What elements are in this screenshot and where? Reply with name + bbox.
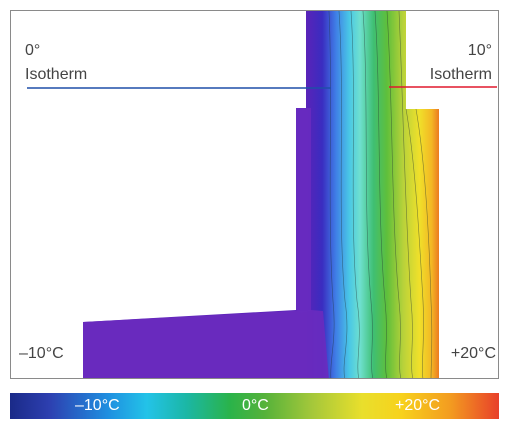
left-isotherm-degree: 0° bbox=[25, 42, 41, 59]
scale-label-minus-10: –10°C bbox=[75, 397, 120, 414]
inside-temperature-label: +20°C bbox=[450, 345, 496, 362]
frame-profile bbox=[296, 108, 311, 313]
scale-label-plus-20: +20°C bbox=[395, 397, 441, 414]
window-frame-section bbox=[83, 11, 439, 378]
outside-temperature-label: –10°C bbox=[19, 345, 64, 362]
left-isotherm-label: Isotherm bbox=[25, 66, 88, 83]
scale-label-0: 0°C bbox=[242, 397, 269, 414]
thermal-diagram: 0° Isotherm 10° Isotherm –10°C +20°C bbox=[10, 10, 499, 379]
sill-profile bbox=[83, 310, 329, 378]
thermal-section-graphic bbox=[27, 11, 497, 378]
right-isotherm-degree: 10° bbox=[467, 42, 492, 59]
right-isotherm-label: Isotherm bbox=[429, 66, 492, 83]
isotherm-lines bbox=[328, 11, 433, 378]
temperature-color-scale: –10°C 0°C +20°C bbox=[10, 393, 499, 419]
